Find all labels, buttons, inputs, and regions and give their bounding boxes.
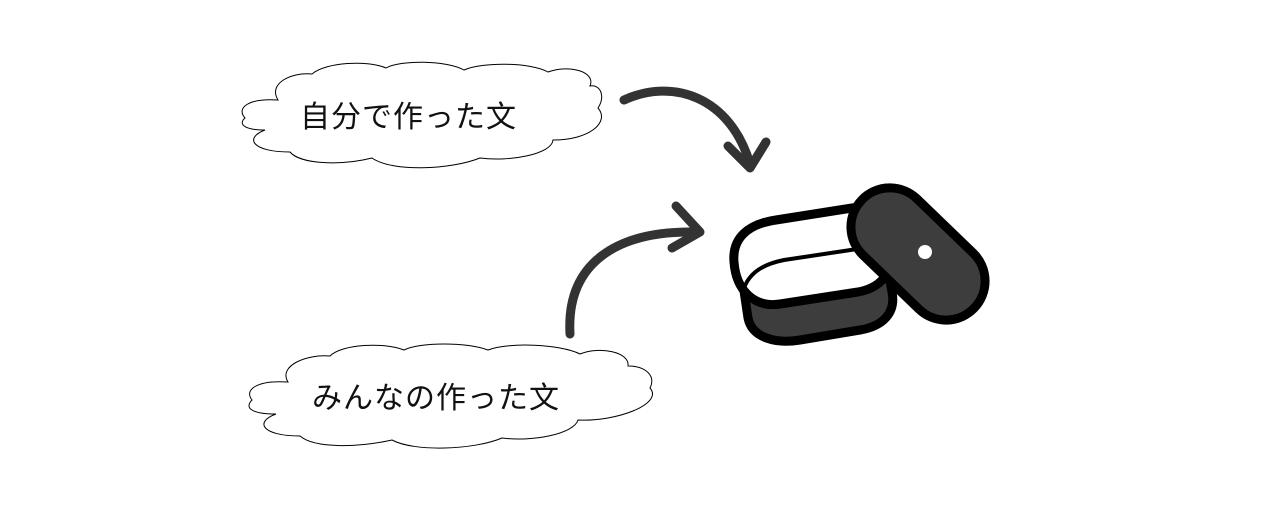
arrow-everyone-to-box	[565, 201, 705, 339]
label-own-sentences: 自分で作った文	[300, 100, 517, 135]
lid-dot-icon	[918, 245, 932, 259]
cloud-own	[241, 61, 603, 169]
cloud-everyone	[248, 343, 653, 449]
arrow-own-to-box	[619, 86, 771, 173]
storage-box-icon	[729, 183, 990, 346]
label-everyone-sentences: みんなの作った文	[312, 381, 560, 416]
